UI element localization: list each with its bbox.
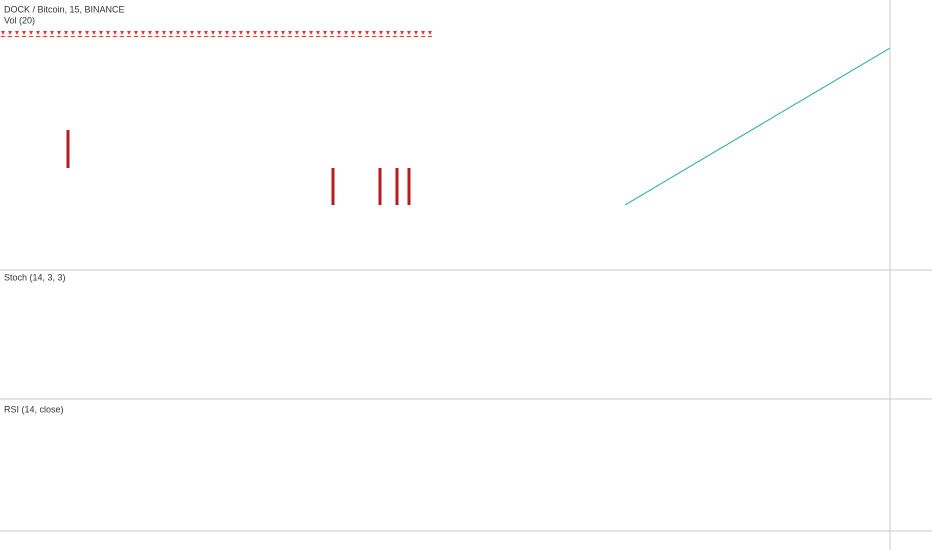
arrow-signals xyxy=(66,130,411,205)
rsi-title: RSI (14, close) xyxy=(4,404,64,414)
volume-title: Vol (20) xyxy=(4,15,35,25)
trend-line xyxy=(624,47,891,206)
signal-markers xyxy=(0,31,432,37)
stoch-title: Stoch (14, 3, 3) xyxy=(4,272,66,282)
chart-title: DOCK / Bitcoin, 15, BINANCE xyxy=(4,4,125,14)
